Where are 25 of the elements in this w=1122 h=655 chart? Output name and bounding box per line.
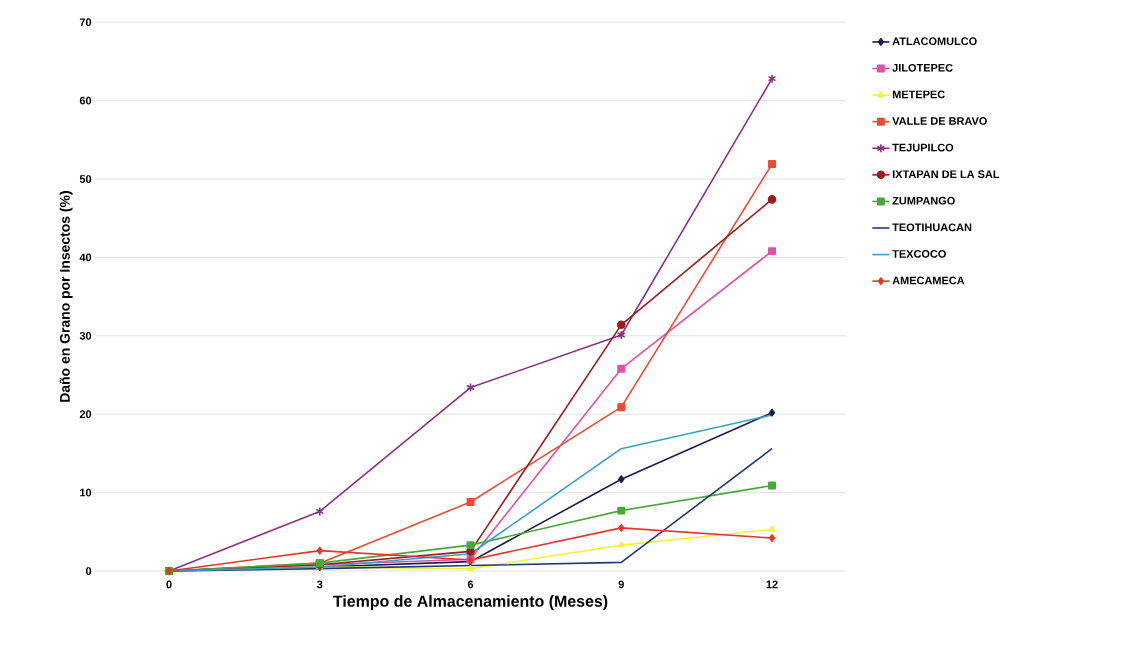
legend-label: TEJUPILCO (892, 143, 954, 152)
x-axis-title: Tiempo de Almacenamiento (Meses) (333, 595, 608, 610)
y-tick-label: 10 (80, 488, 92, 497)
y-tick-label: 70 (79, 18, 92, 27)
legend-label: JILOTEPEC (892, 63, 953, 72)
legend-label: TEOTIHUACAN (892, 223, 972, 232)
legend-label: ATLACOMULCO (892, 37, 977, 46)
y-axis-title: Daño en Grano por Insectos (%) (59, 191, 73, 402)
legend-label: VALLE DE BRAVO (892, 117, 987, 125)
x-tick-label: 6 (467, 580, 474, 589)
y-tick-label: 60 (79, 96, 92, 105)
y-tick-label: 40 (79, 253, 92, 262)
y-tick-label: 20 (79, 410, 92, 419)
legend-label: ZUMPANGO (892, 196, 955, 205)
x-tick-label: 3 (316, 580, 323, 589)
y-tick-label: 50 (79, 175, 92, 183)
x-tick-label: 9 (618, 580, 624, 589)
legend-label: IXTAPAN DE LA SAL (892, 170, 1000, 179)
x-tick-label: 12 (766, 580, 778, 589)
x-tick-label: 0 (166, 580, 172, 589)
y-tick-label: 30 (79, 331, 92, 340)
legend-label: METEPEC (892, 90, 945, 99)
legend-label: TEXCOCO (892, 250, 946, 258)
legend-label: AMECAMECA (892, 276, 965, 285)
y-tick-label: 0 (85, 567, 92, 575)
